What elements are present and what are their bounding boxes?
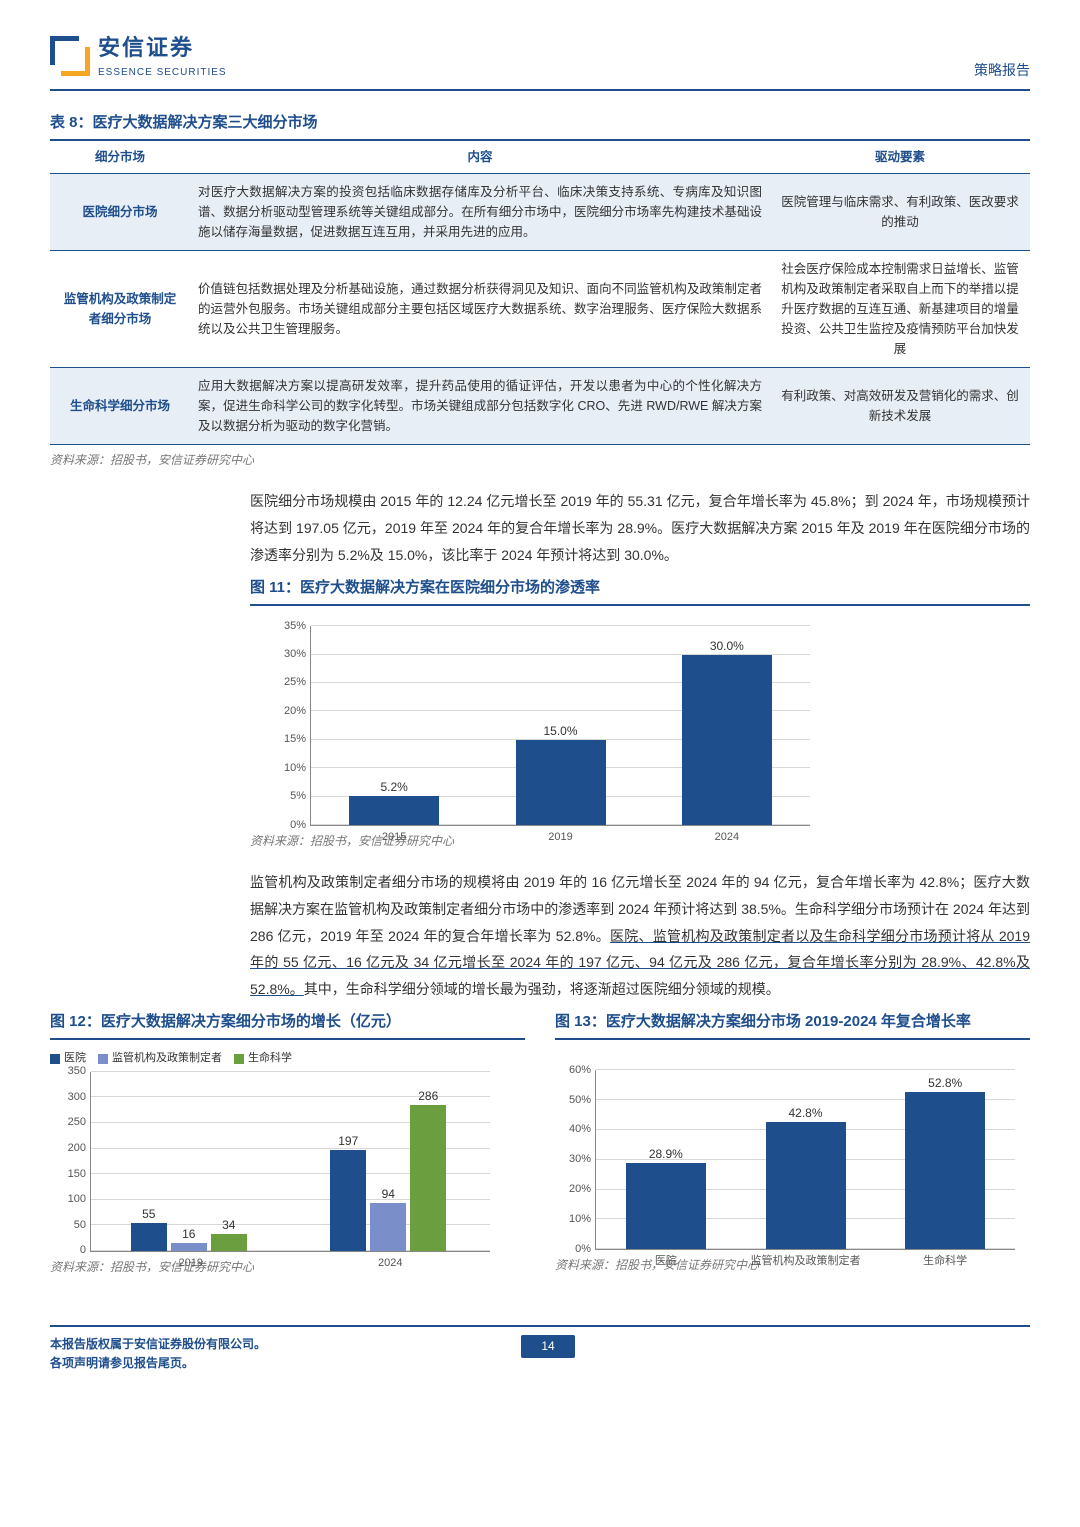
logo-en: ESSENCE SECURITIES	[98, 65, 227, 81]
figure12-title: 图 12：医疗大数据解决方案细分市场的增长（亿元）	[50, 1010, 525, 1040]
chart-bar: 55	[131, 1223, 167, 1251]
page-footer: 本报告版权属于安信证券股份有限公司。 各项声明请参见报告尾页。 14	[50, 1325, 1030, 1373]
row-driver: 有利政策、对高效研发及营销化的需求、创新技术发展	[770, 368, 1030, 445]
table8-col2: 驱动要素	[770, 141, 1030, 174]
footer-line2: 各项声明请参见报告尾页。	[50, 1354, 266, 1373]
chart-bar: 5.2%	[349, 796, 439, 826]
logo: 安信证券 ESSENCE SECURITIES	[50, 30, 227, 81]
logo-cn: 安信证券	[98, 30, 227, 65]
logo-icon	[50, 36, 90, 76]
row-content: 应用大数据解决方案以提高研发效率，提升药品使用的循证评估，开发以患者为中心的个性…	[190, 368, 770, 445]
chart-bar: 15.0%	[516, 740, 606, 825]
figure13-title: 图 13：医疗大数据解决方案细分市场 2019-2024 年复合增长率	[555, 1010, 1030, 1040]
paragraph-2: 监管机构及政策制定者细分市场的规模将由 2019 年的 16 亿元增长至 202…	[250, 869, 1030, 1002]
row-content: 价值链包括数据处理及分析基础设施，通过数据分析获得洞见及知识、面向不同监管机构及…	[190, 251, 770, 368]
chart-bar: 34	[211, 1234, 247, 1251]
table-row: 监管机构及政策制定者细分市场 价值链包括数据处理及分析基础设施，通过数据分析获得…	[50, 251, 1030, 368]
table8-source: 资料来源：招股书，安信证券研究中心	[50, 451, 1030, 470]
chart-bar: 52.8%	[905, 1092, 985, 1250]
paragraph-1: 医院细分市场规模由 2015 年的 12.24 亿元增长至 2019 年的 55…	[250, 488, 1030, 568]
table8: 细分市场 内容 驱动要素 医院细分市场 对医疗大数据解决方案的投资包括临床数据存…	[50, 141, 1030, 445]
figure11-chart: 0%5%10%15%20%25%30%35%5.2%201515.0%20193…	[310, 626, 1030, 826]
figure-row: 图 12：医疗大数据解决方案细分市场的增长（亿元） 医院监管机构及政策制定者生命…	[50, 1010, 1030, 1295]
footer-line1: 本报告版权属于安信证券股份有限公司。	[50, 1335, 266, 1354]
table8-col0: 细分市场	[50, 141, 190, 174]
legend-item: 生命科学	[234, 1050, 292, 1068]
page-header: 安信证券 ESSENCE SECURITIES 策略报告	[50, 30, 1030, 91]
table-row: 医院细分市场 对医疗大数据解决方案的投资包括临床数据存储库及分析平台、临床决策支…	[50, 174, 1030, 251]
chart-bar: 28.9%	[626, 1163, 706, 1249]
chart-bar: 197	[330, 1150, 366, 1251]
chart-bar: 286	[410, 1105, 446, 1251]
table-row: 生命科学细分市场 应用大数据解决方案以提高研发效率，提升药品使用的循证评估，开发…	[50, 368, 1030, 445]
figure11-title: 图 11：医疗大数据解决方案在医院细分市场的渗透率	[250, 576, 1030, 606]
chart-bar: 42.8%	[766, 1122, 846, 1250]
page-number: 14	[521, 1335, 574, 1358]
row-label: 生命科学细分市场	[50, 368, 190, 445]
figure12-legend: 医院监管机构及政策制定者生命科学	[50, 1050, 525, 1068]
figure12-chart: 0501001502002503003505516342019197942862…	[90, 1072, 525, 1252]
chart-bar: 30.0%	[682, 655, 772, 826]
chart-bar: 94	[370, 1203, 406, 1251]
row-driver: 社会医疗保险成本控制需求日益增长、监管机构及政策制定者采取自上而下的举措以提升医…	[770, 251, 1030, 368]
legend-item: 监管机构及政策制定者	[98, 1050, 222, 1068]
row-label: 医院细分市场	[50, 174, 190, 251]
figure12-source: 资料来源：招股书，安信证券研究中心	[50, 1258, 525, 1277]
report-type: 策略报告	[974, 59, 1030, 81]
table8-title: 表 8：医疗大数据解决方案三大细分市场	[50, 111, 1030, 141]
table8-col1: 内容	[190, 141, 770, 174]
row-label: 监管机构及政策制定者细分市场	[50, 251, 190, 368]
figure11-source: 资料来源：招股书，安信证券研究中心	[250, 832, 1030, 851]
row-content: 对医疗大数据解决方案的投资包括临床数据存储库及分析平台、临床决策支持系统、专病库…	[190, 174, 770, 251]
figure13-chart: 0%10%20%30%40%50%60%28.9%医院42.8%监管机构及政策制…	[595, 1070, 1030, 1250]
row-driver: 医院管理与临床需求、有利政策、医改要求的推动	[770, 174, 1030, 251]
chart-bar: 16	[171, 1243, 207, 1251]
